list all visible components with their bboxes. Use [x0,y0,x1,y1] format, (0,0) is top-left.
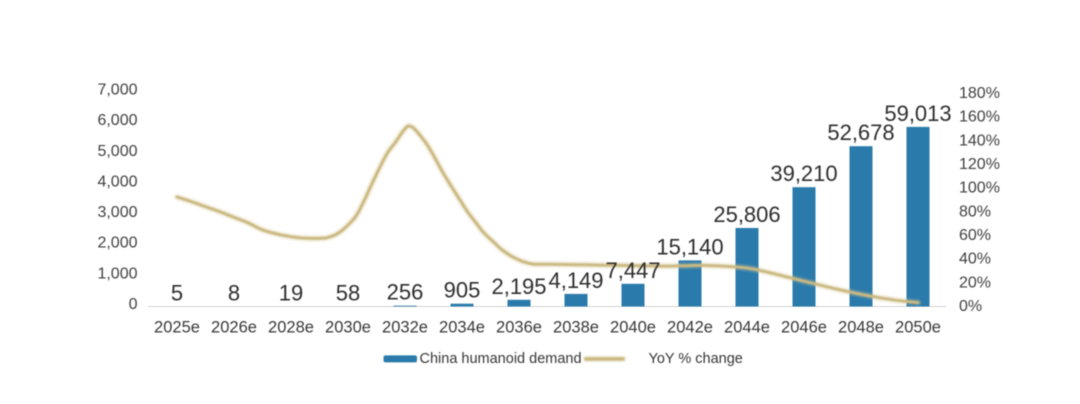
svg-text:39,210: 39,210 [770,161,837,186]
svg-text:60%: 60% [959,227,991,244]
svg-text:5,000: 5,000 [97,143,137,160]
svg-text:59,013: 59,013 [884,101,951,126]
svg-text:80%: 80% [959,203,991,220]
svg-text:2048e: 2048e [838,319,884,337]
svg-text:100%: 100% [959,180,1000,197]
svg-text:4,000: 4,000 [97,173,137,190]
svg-text:2028e: 2028e [268,319,314,337]
svg-text:2036e: 2036e [496,319,542,337]
svg-text:2050e: 2050e [895,319,941,337]
svg-text:140%: 140% [959,132,1000,149]
svg-text:2046e: 2046e [781,319,827,337]
svg-text:120%: 120% [959,156,1000,173]
svg-text:15,140: 15,140 [656,234,723,259]
svg-text:58: 58 [336,280,360,305]
svg-text:3,000: 3,000 [97,204,137,221]
svg-text:2,000: 2,000 [97,235,137,252]
svg-text:2040e: 2040e [610,319,656,337]
svg-text:19: 19 [279,280,303,305]
svg-text:40%: 40% [959,251,991,268]
svg-text:2026e: 2026e [211,319,257,337]
svg-text:20%: 20% [959,274,991,291]
svg-text:52,678: 52,678 [827,120,894,145]
svg-text:2032e: 2032e [382,319,428,337]
svg-text:8: 8 [228,281,240,306]
svg-text:5: 5 [171,281,183,306]
svg-text:YoY % change: YoY % change [649,351,743,367]
svg-text:0: 0 [129,296,138,313]
svg-text:7,447: 7,447 [605,258,660,283]
svg-text:China humanoid demand: China humanoid demand [420,351,582,367]
svg-text:7,000: 7,000 [97,82,137,99]
svg-text:2044e: 2044e [724,319,770,337]
svg-text:905: 905 [444,278,481,303]
svg-text:1,000: 1,000 [97,265,137,282]
svg-text:180%: 180% [959,85,1000,102]
svg-text:2025e: 2025e [154,319,200,337]
svg-text:160%: 160% [959,109,1000,126]
svg-text:6,000: 6,000 [97,112,137,129]
svg-text:25,806: 25,806 [713,202,780,227]
svg-text:2034e: 2034e [439,319,485,337]
svg-text:0%: 0% [959,298,982,315]
svg-text:2,195: 2,195 [491,274,546,299]
svg-text:256: 256 [387,280,424,305]
svg-text:2042e: 2042e [667,319,713,337]
svg-text:4,149: 4,149 [548,268,603,293]
svg-text:2030e: 2030e [325,319,371,337]
svg-text:2038e: 2038e [553,319,599,337]
